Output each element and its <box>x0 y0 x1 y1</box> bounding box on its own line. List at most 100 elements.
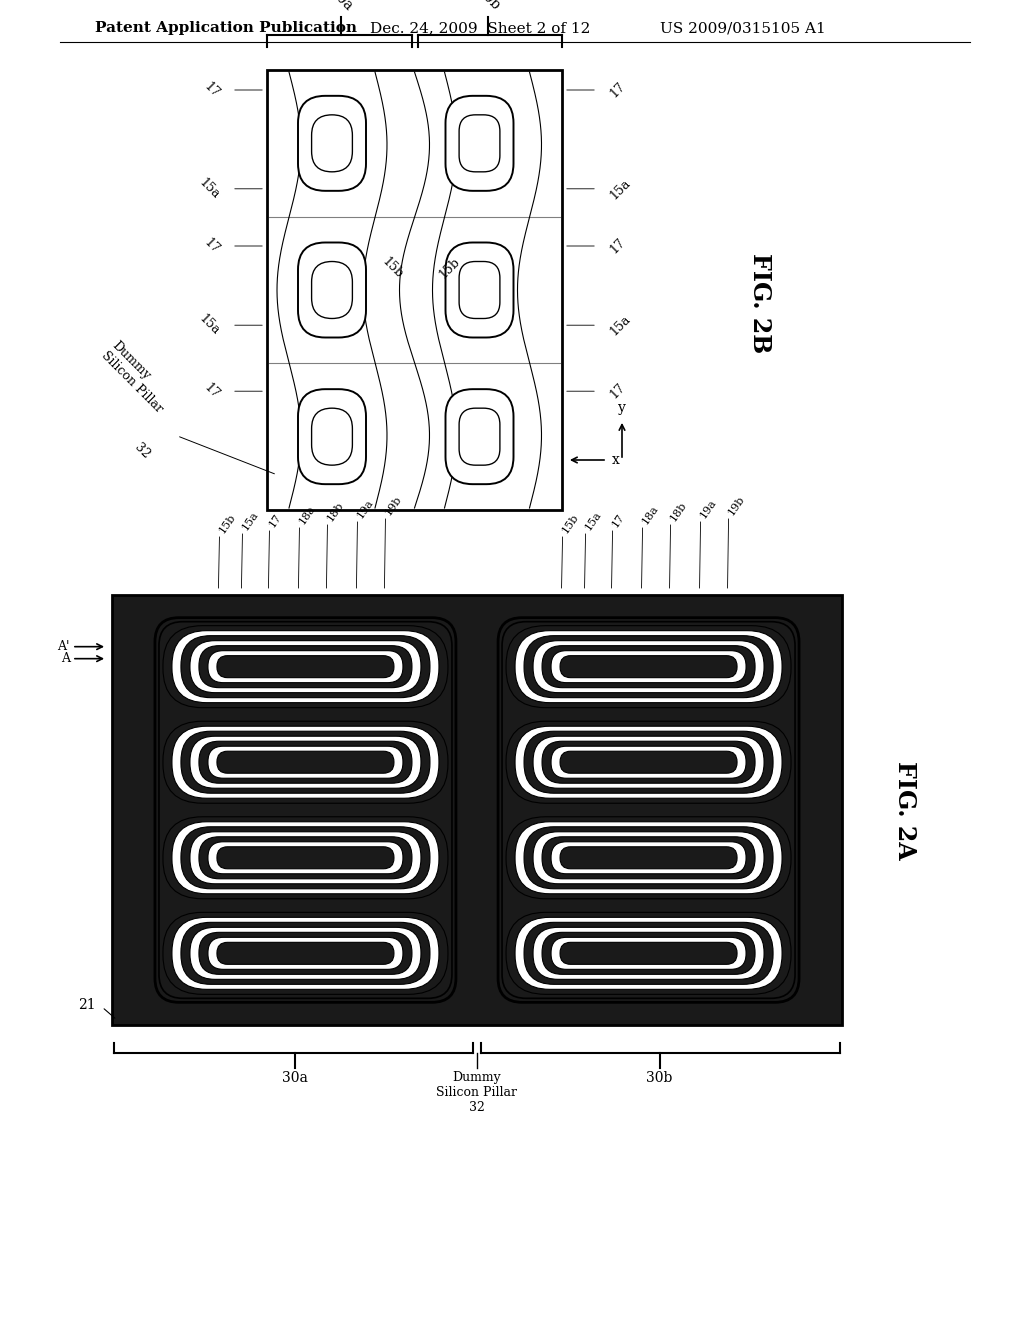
FancyBboxPatch shape <box>524 826 773 888</box>
Bar <box>267 70 562 510</box>
Text: 17: 17 <box>607 381 628 401</box>
Text: x: x <box>612 453 620 467</box>
FancyBboxPatch shape <box>181 636 430 698</box>
Text: 30b: 30b <box>474 0 503 13</box>
FancyBboxPatch shape <box>217 942 394 965</box>
Text: 17: 17 <box>202 381 222 401</box>
FancyBboxPatch shape <box>459 115 500 172</box>
FancyBboxPatch shape <box>524 923 773 985</box>
FancyBboxPatch shape <box>551 651 746 682</box>
FancyBboxPatch shape <box>542 837 755 879</box>
FancyBboxPatch shape <box>524 636 773 698</box>
FancyBboxPatch shape <box>208 937 403 969</box>
FancyBboxPatch shape <box>172 726 439 799</box>
Text: Dec. 24, 2009  Sheet 2 of 12: Dec. 24, 2009 Sheet 2 of 12 <box>370 21 591 36</box>
FancyBboxPatch shape <box>445 96 513 191</box>
FancyBboxPatch shape <box>542 645 755 688</box>
FancyBboxPatch shape <box>534 737 764 788</box>
FancyBboxPatch shape <box>208 746 403 779</box>
FancyBboxPatch shape <box>298 243 366 338</box>
Text: Dummy
Silicon Pillar: Dummy Silicon Pillar <box>98 339 175 416</box>
FancyBboxPatch shape <box>534 640 764 693</box>
FancyBboxPatch shape <box>189 737 421 788</box>
Text: 15b: 15b <box>436 255 463 281</box>
Text: 30a: 30a <box>282 1071 307 1085</box>
FancyBboxPatch shape <box>208 842 403 874</box>
FancyBboxPatch shape <box>199 742 412 783</box>
FancyBboxPatch shape <box>181 923 430 985</box>
Text: Dummy
Silicon Pillar
32: Dummy Silicon Pillar 32 <box>436 1071 517 1114</box>
Text: 18a: 18a <box>297 503 317 525</box>
Text: 15a: 15a <box>607 176 633 202</box>
Text: 32: 32 <box>132 441 153 461</box>
FancyBboxPatch shape <box>551 937 746 969</box>
FancyBboxPatch shape <box>199 932 412 974</box>
Text: 19a: 19a <box>698 498 719 520</box>
Text: 19b: 19b <box>727 494 746 517</box>
Text: 15b: 15b <box>560 512 581 535</box>
Text: 17: 17 <box>607 236 628 256</box>
FancyBboxPatch shape <box>298 96 366 191</box>
FancyBboxPatch shape <box>560 751 737 774</box>
FancyBboxPatch shape <box>163 817 447 899</box>
FancyBboxPatch shape <box>542 742 755 783</box>
FancyBboxPatch shape <box>506 817 792 899</box>
FancyBboxPatch shape <box>311 261 352 318</box>
FancyBboxPatch shape <box>524 731 773 793</box>
FancyBboxPatch shape <box>459 408 500 465</box>
FancyBboxPatch shape <box>560 656 737 677</box>
FancyBboxPatch shape <box>534 832 764 884</box>
Text: 17: 17 <box>202 79 222 100</box>
FancyBboxPatch shape <box>199 645 412 688</box>
FancyBboxPatch shape <box>217 656 394 677</box>
FancyBboxPatch shape <box>551 842 746 874</box>
Text: Patent Application Publication: Patent Application Publication <box>95 21 357 36</box>
Text: 30b: 30b <box>646 1071 673 1085</box>
Text: 21: 21 <box>78 998 96 1012</box>
FancyBboxPatch shape <box>515 917 782 989</box>
FancyBboxPatch shape <box>217 751 394 774</box>
Text: FIG. 2B: FIG. 2B <box>748 253 772 354</box>
FancyBboxPatch shape <box>515 822 782 894</box>
Text: 18a: 18a <box>641 503 660 525</box>
FancyBboxPatch shape <box>534 928 764 979</box>
FancyBboxPatch shape <box>217 846 394 869</box>
FancyBboxPatch shape <box>172 917 439 989</box>
Text: 17: 17 <box>607 79 628 100</box>
Text: 15a: 15a <box>607 313 633 338</box>
FancyBboxPatch shape <box>515 726 782 799</box>
Text: A': A' <box>57 640 70 653</box>
Text: 19b: 19b <box>383 494 403 517</box>
FancyBboxPatch shape <box>506 721 792 804</box>
FancyBboxPatch shape <box>199 837 412 879</box>
Text: 15b: 15b <box>380 255 406 281</box>
Text: 15a: 15a <box>241 510 261 532</box>
Text: 17: 17 <box>202 236 222 256</box>
Text: 15a: 15a <box>584 510 604 532</box>
Text: FIG. 2A: FIG. 2A <box>893 760 918 859</box>
Text: 17: 17 <box>267 512 284 529</box>
FancyBboxPatch shape <box>515 631 782 702</box>
FancyBboxPatch shape <box>189 928 421 979</box>
FancyBboxPatch shape <box>459 261 500 318</box>
Text: 19a: 19a <box>355 498 376 520</box>
Text: 15b: 15b <box>217 512 238 535</box>
Text: A: A <box>61 652 70 665</box>
FancyBboxPatch shape <box>172 631 439 702</box>
Text: 17: 17 <box>610 512 627 529</box>
FancyBboxPatch shape <box>311 115 352 172</box>
FancyBboxPatch shape <box>560 846 737 869</box>
FancyBboxPatch shape <box>172 822 439 894</box>
Bar <box>112 595 842 1026</box>
FancyBboxPatch shape <box>311 408 352 465</box>
FancyBboxPatch shape <box>163 721 447 804</box>
FancyBboxPatch shape <box>208 651 403 682</box>
Text: 30a: 30a <box>327 0 355 13</box>
FancyBboxPatch shape <box>506 626 792 708</box>
Text: 18b: 18b <box>326 500 346 523</box>
FancyBboxPatch shape <box>551 746 746 779</box>
FancyBboxPatch shape <box>163 912 447 994</box>
FancyBboxPatch shape <box>445 389 513 484</box>
Text: 15a: 15a <box>197 176 222 202</box>
FancyBboxPatch shape <box>189 832 421 884</box>
